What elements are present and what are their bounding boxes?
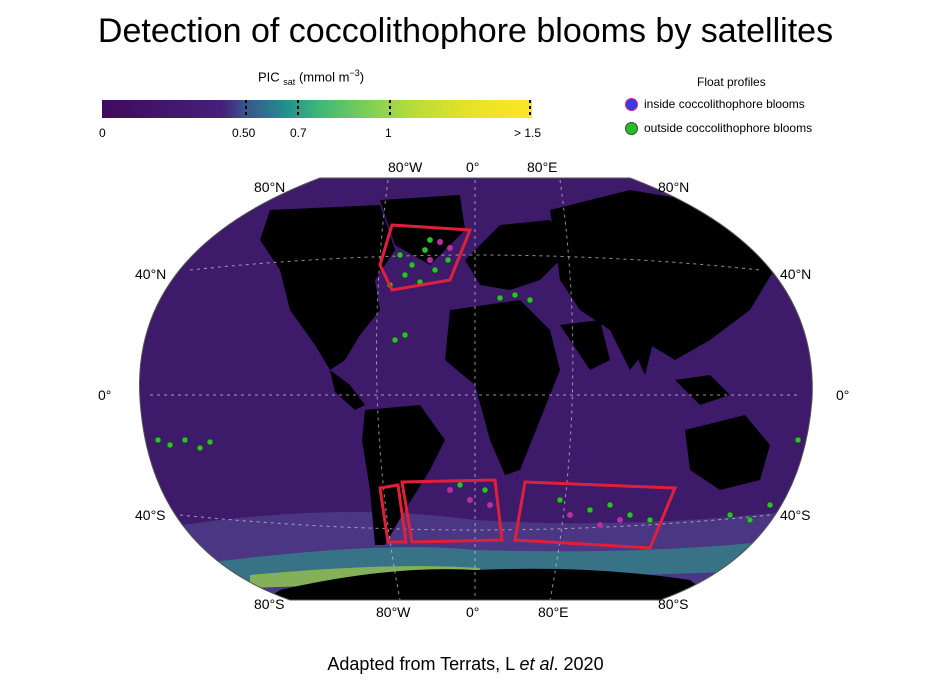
legend-dot-inside [625,97,638,111]
region-north-atlantic [378,223,473,292]
region-south-america [378,483,408,544]
legend-label-outside: outside coccolithophore blooms [644,121,813,135]
lon-label-80w-bottom: 80°W [376,604,411,620]
lon-label-80w-top: 80°W [388,159,423,175]
legend-title: Float profiles [697,75,766,89]
colorbar-tick-2: 0.7 [290,126,307,140]
legend-item-inside: inside coccolithophore blooms [625,97,805,111]
colorbar-tick-4: > 1.5 [514,126,542,140]
lat-label-0-left: 0° [98,387,112,403]
europe [465,220,570,290]
colorbar-tick-1: 0.50 [232,126,256,140]
lat-label-80n-right: 80°N [658,179,690,195]
region-indian-ocean [513,480,678,550]
colorbar-label: PIC sat (mmol m−3) [258,68,365,87]
figure-title: Detection of coccolithophore blooms by s… [97,12,834,50]
legend-label-inside: inside coccolithophore blooms [644,97,805,111]
central-america [330,370,365,410]
lat-label-40n-left: 40°N [135,266,167,282]
lat-label-0-right: 0° [836,387,850,403]
lon-label-0-bottom: 0° [466,604,480,620]
indonesia [675,375,730,405]
north-america [260,205,395,370]
lon-label-80e-top: 80°E [527,159,558,175]
colorbar-tick-3: 1 [385,126,392,140]
lat-label-80n-left: 80°N [254,179,286,195]
lat-label-80s-left: 80°S [254,596,285,612]
globe-outline [139,177,813,601]
world-map [139,177,813,601]
lat-label-40s-right: 40°S [780,507,811,523]
region-south-atlantic [400,478,504,544]
source-credit: Adapted from Terrats, L et al. 2020 [327,654,604,674]
arabia [560,320,610,370]
colorbar [102,100,532,118]
legend-dot-outside [625,121,638,135]
floats-inside [426,238,624,529]
india [625,330,655,375]
lat-label-40s-left: 40°S [135,507,166,523]
africa [445,300,560,475]
greenland [380,195,465,265]
australia [685,415,770,490]
colorbar-tick-0: 0 [99,126,106,140]
bloom-regions [378,223,678,550]
lon-label-80e-bottom: 80°E [538,604,569,620]
lat-label-40n-right: 40°N [780,266,812,282]
asia [550,190,780,370]
lon-label-0-top: 0° [466,159,480,175]
legend-item-outside: outside coccolithophore blooms [625,121,812,135]
lat-label-80s-right: 80°S [658,596,689,612]
